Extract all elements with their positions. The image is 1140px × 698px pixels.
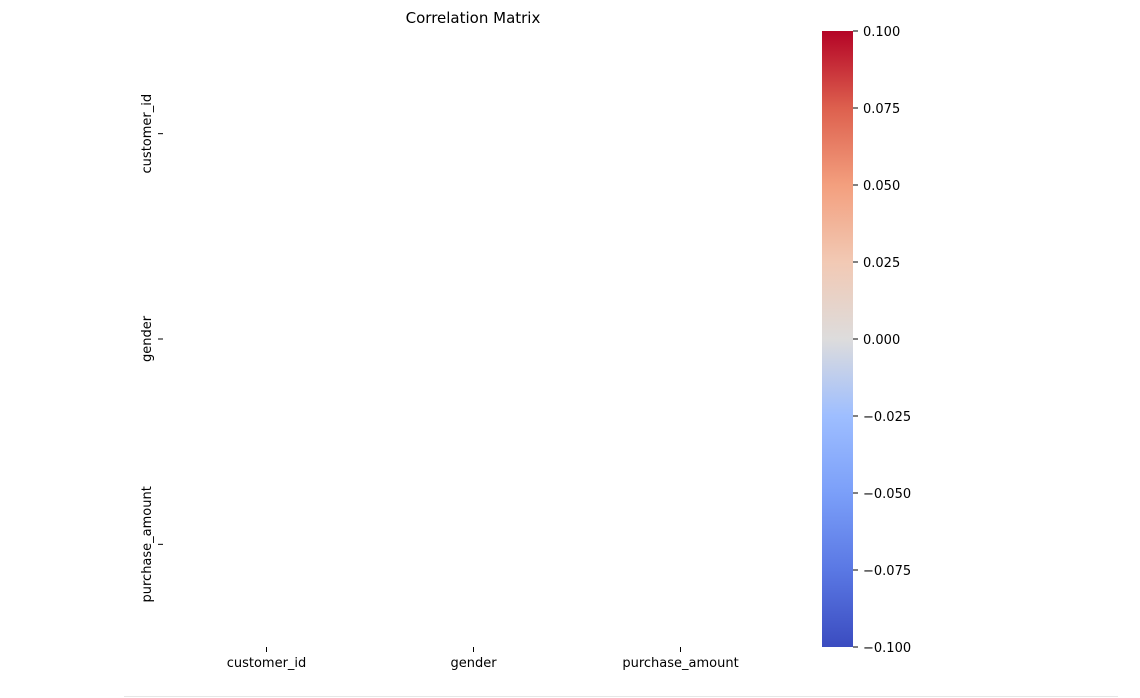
x-axis: customer_id gender purchase_amount [227,647,739,671]
colorbar-tick-label: −0.075 [863,564,911,579]
colorbar-tick-label: 0.000 [863,333,900,348]
colorbar-tick-label: −0.025 [863,410,911,425]
chart-title: Correlation Matrix [406,9,541,27]
x-tick-label: gender [450,656,497,671]
bottom-divider [124,696,1118,697]
y-tick-label: customer_id [140,94,155,174]
colorbar-tick-label: 0.100 [863,25,900,40]
colorbar-axis: 0.100 0.075 0.050 0.025 0.000 −0.025 −0.050 −0.… [853,25,911,656]
colorbar-tick-label: −0.100 [863,641,911,656]
colorbar [822,31,853,647]
x-tick-label: customer_id [227,656,307,671]
y-tick-label: purchase_amount [140,486,155,602]
y-tick-label: gender [140,315,155,362]
x-tick-label: purchase_amount [622,656,738,671]
colorbar-tick-label: 0.075 [863,102,900,117]
colorbar-tick-label: 0.050 [863,179,900,194]
colorbar-tick-label: 0.025 [863,256,900,271]
colorbar-tick-label: −0.050 [863,487,911,502]
